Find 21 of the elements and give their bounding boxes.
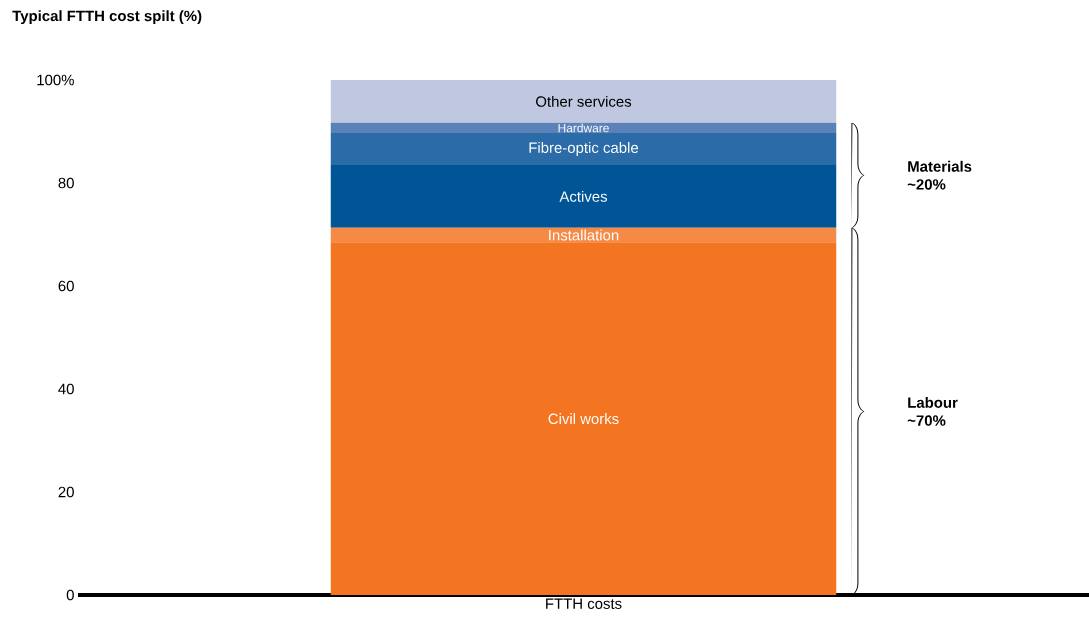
series-label: Civil works [548,413,619,425]
y-tick-label: 80 [58,177,74,189]
annotation: Labour ~70% [907,396,958,426]
bar [330,79,837,123]
series-label: Fibre-optic cable [529,142,639,156]
bar [330,122,837,134]
annotation: Materials ~20% [907,160,972,190]
series-label: Other services [536,95,632,107]
series-label: Installation [549,229,619,241]
y-tick-label: 20 [58,486,74,498]
y-tick-label: 40 [58,383,74,395]
bar [330,133,837,165]
bar [330,227,837,243]
chart-title: Typical FTTH cost spilt (%) [12,10,202,25]
y-tick-label: 100% [37,74,74,86]
bar [330,164,837,228]
x-tick-label: FTTH costs [546,598,622,609]
series-label: Hardware [558,123,609,133]
y-tick-label: 60 [58,280,74,292]
y-tick-label: 0 [66,589,74,601]
series-label: Actives [559,190,608,202]
